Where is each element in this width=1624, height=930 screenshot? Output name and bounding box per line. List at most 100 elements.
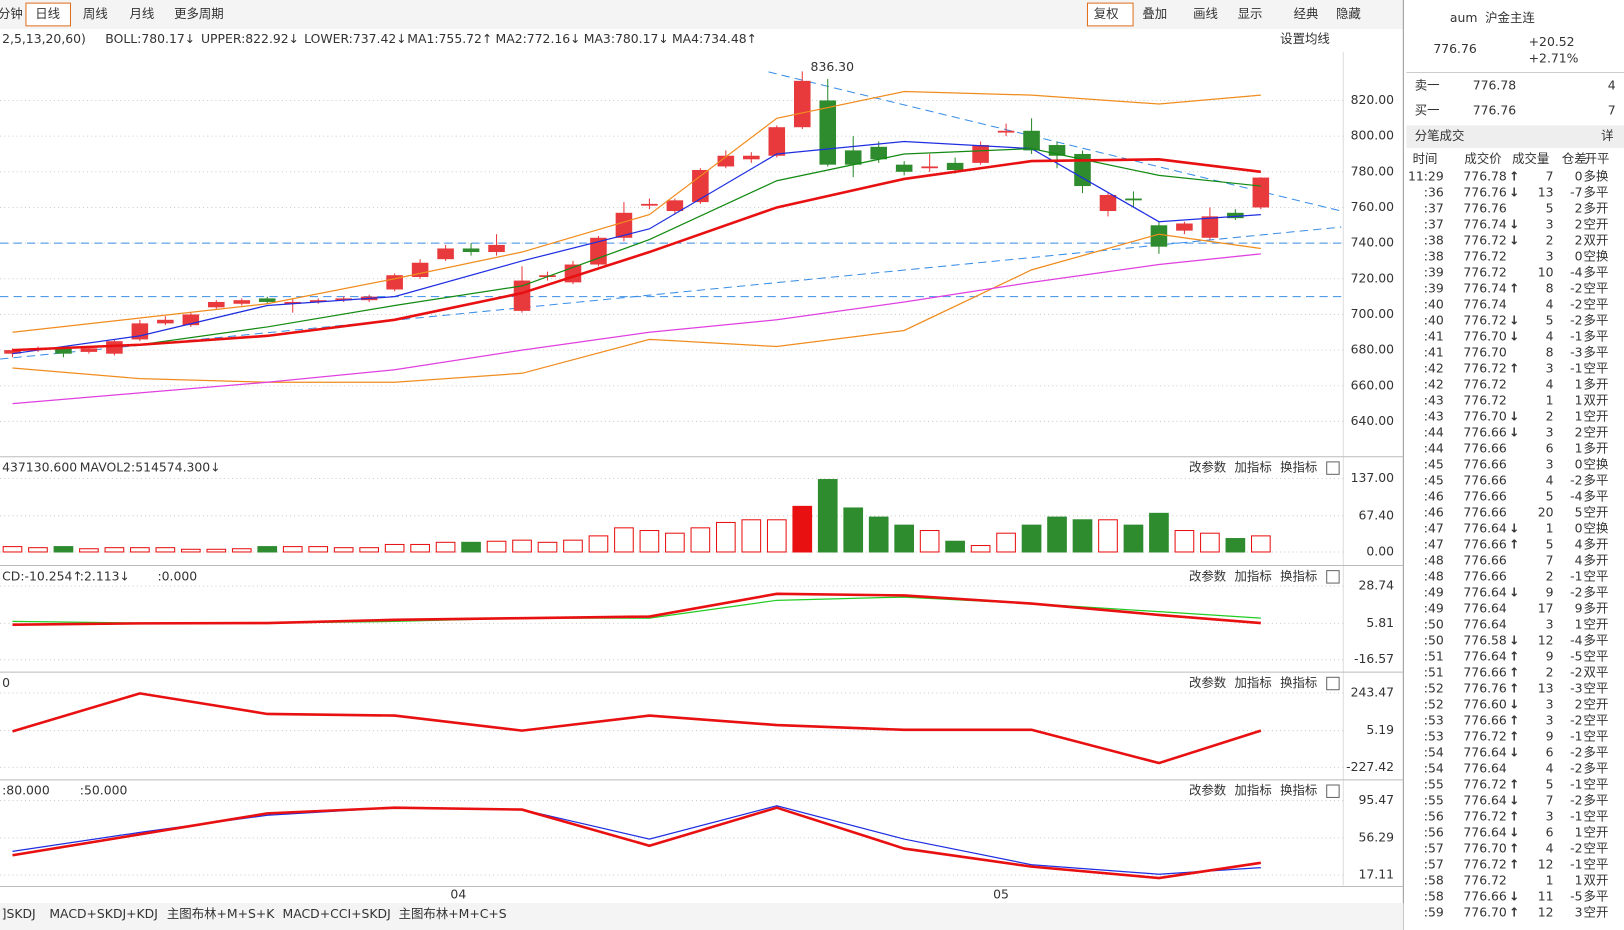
trade-type: 多开 [1584,441,1609,456]
trade-volume: 17 [1538,601,1554,616]
trade-arrow: ↑ [1509,777,1519,792]
trade-time: :50 [1424,617,1444,632]
bottom-tab[interactable]: 主图布林+M+C+S [399,906,507,921]
trade-type: 空开 [1584,617,1609,632]
trade-type: 多平 [1584,889,1609,904]
trade-time: :50 [1424,633,1444,648]
panel-button[interactable]: 加指标 [1235,460,1272,475]
bottom-tab[interactable]: MACD+SKDJ+KDJ [49,906,158,921]
period-tab[interactable]: 分钟 [0,6,23,21]
close-box[interactable] [1326,784,1340,798]
panel-button[interactable]: 换指标 [1280,675,1317,690]
candle-body [1227,212,1244,219]
trade-price: 776.66 [1463,553,1507,568]
toolbar-btn[interactable]: 经典 [1294,6,1319,21]
close-box[interactable] [1326,570,1340,584]
trade-arrow: ↓ [1509,521,1519,536]
panel-button[interactable]: 加指标 [1235,675,1272,690]
candle-body [1074,153,1091,187]
period-tab[interactable]: 月线 [130,6,155,21]
trade-oi: -4 [1570,489,1582,504]
candle-body [921,166,938,169]
toolbar-btn[interactable]: 显示 [1238,6,1263,21]
panel-button[interactable]: 改参数 [1189,675,1227,690]
panel-button[interactable]: 换指标 [1280,568,1317,583]
period-tab[interactable]: 更多周期 [174,6,224,21]
panel-button[interactable]: 加指标 [1235,783,1272,798]
panel-button[interactable]: 改参数 [1189,783,1227,798]
trade-type: 空平 [1584,681,1609,696]
trade-volume: 3 [1546,713,1554,728]
candle-body [437,248,454,260]
panel-button[interactable]: 改参数 [1189,568,1227,583]
trade-volume: 4 [1546,377,1554,392]
trade-volume: 7 [1546,553,1554,568]
candle-body [641,203,658,206]
y-tick-label: 5.19 [1366,722,1394,737]
trade-time: :48 [1424,553,1444,568]
trade-oi: 1 [1575,377,1583,392]
panel-button[interactable]: 加指标 [1235,568,1272,583]
bottom-tab[interactable]: ]SKDJ [2,906,36,921]
y-tick-label: 0.00 [1366,543,1394,558]
trade-price: 776.72 [1463,857,1506,872]
indicator-value: LOWER:737.42↓ [304,31,407,46]
period-tab[interactable]: 周线 [83,6,108,21]
volume-bar [1251,535,1271,553]
toolbar-btn[interactable]: 叠加 [1142,6,1167,21]
panel-button[interactable]: 换指标 [1280,460,1317,475]
trade-oi: -2 [1570,297,1582,312]
trade-oi: 1 [1575,441,1583,456]
trade-oi: 2 [1575,425,1583,440]
trade-price: 776.64 [1463,825,1507,840]
y-tick-label: 720.00 [1351,270,1395,285]
change-pct: +2.71% [1529,51,1579,66]
toolbar-btn[interactable]: 隐藏 [1336,6,1361,21]
candle-body [258,298,276,302]
trade-price: 776.72 [1463,361,1506,376]
bottom-tab[interactable]: 主图布林+M+S+K [167,906,275,921]
panel-button[interactable]: 换指标 [1280,783,1317,798]
trade-price: 776.70 [1463,409,1507,424]
trade-time: :38 [1424,249,1444,264]
trade-volume: 4 [1546,473,1554,488]
volume-bar [180,548,201,553]
y-tick-label: 67.40 [1358,507,1394,522]
toolbar-btn[interactable]: 复权 [1094,6,1119,21]
volume-bar [1098,519,1118,553]
y-tick-label: -227.42 [1346,759,1394,774]
bottom-tab[interactable]: MACD+CCI+SKDJ [283,906,391,921]
trade-volume: 7 [1546,793,1554,808]
trades-detail[interactable]: 详 [1601,128,1613,143]
trade-time: :41 [1424,345,1444,360]
candle-body [946,162,964,171]
close-box[interactable] [1326,676,1340,691]
close-box[interactable] [1326,461,1340,475]
trade-oi: -4 [1570,265,1582,280]
indicator-value: BOLL:780.17↓ [105,31,195,46]
trade-oi: -2 [1570,713,1582,728]
trade-volume: 4 [1546,761,1554,776]
candle-body [793,80,811,128]
trade-price: 776.60 [1463,697,1507,712]
volume-bar [28,547,48,553]
set-ma[interactable]: 设置均线 [1280,31,1330,46]
trade-oi: 2 [1575,697,1583,712]
indicator-line [12,90,1261,333]
volume-bar [257,546,278,553]
period-tab[interactable]: 日线 [35,6,60,21]
trade-time: :42 [1424,361,1444,376]
y-tick-label: 800.00 [1351,128,1395,143]
panel-button[interactable]: 改参数 [1189,460,1227,475]
volume-bar [843,507,864,553]
volume-bar [53,546,74,553]
trade-oi: 1 [1575,873,1583,888]
toolbar-btn[interactable]: 画线 [1193,6,1218,21]
trade-arrow: ↓ [1509,793,1519,808]
volume-bar [1174,529,1195,553]
trade-price: 776.72 [1463,777,1506,792]
trade-price: 776.70 [1463,345,1507,360]
trade-volume: 9 [1546,585,1554,600]
volume-bar [690,527,711,553]
trade-arrow: ↓ [1509,233,1519,248]
